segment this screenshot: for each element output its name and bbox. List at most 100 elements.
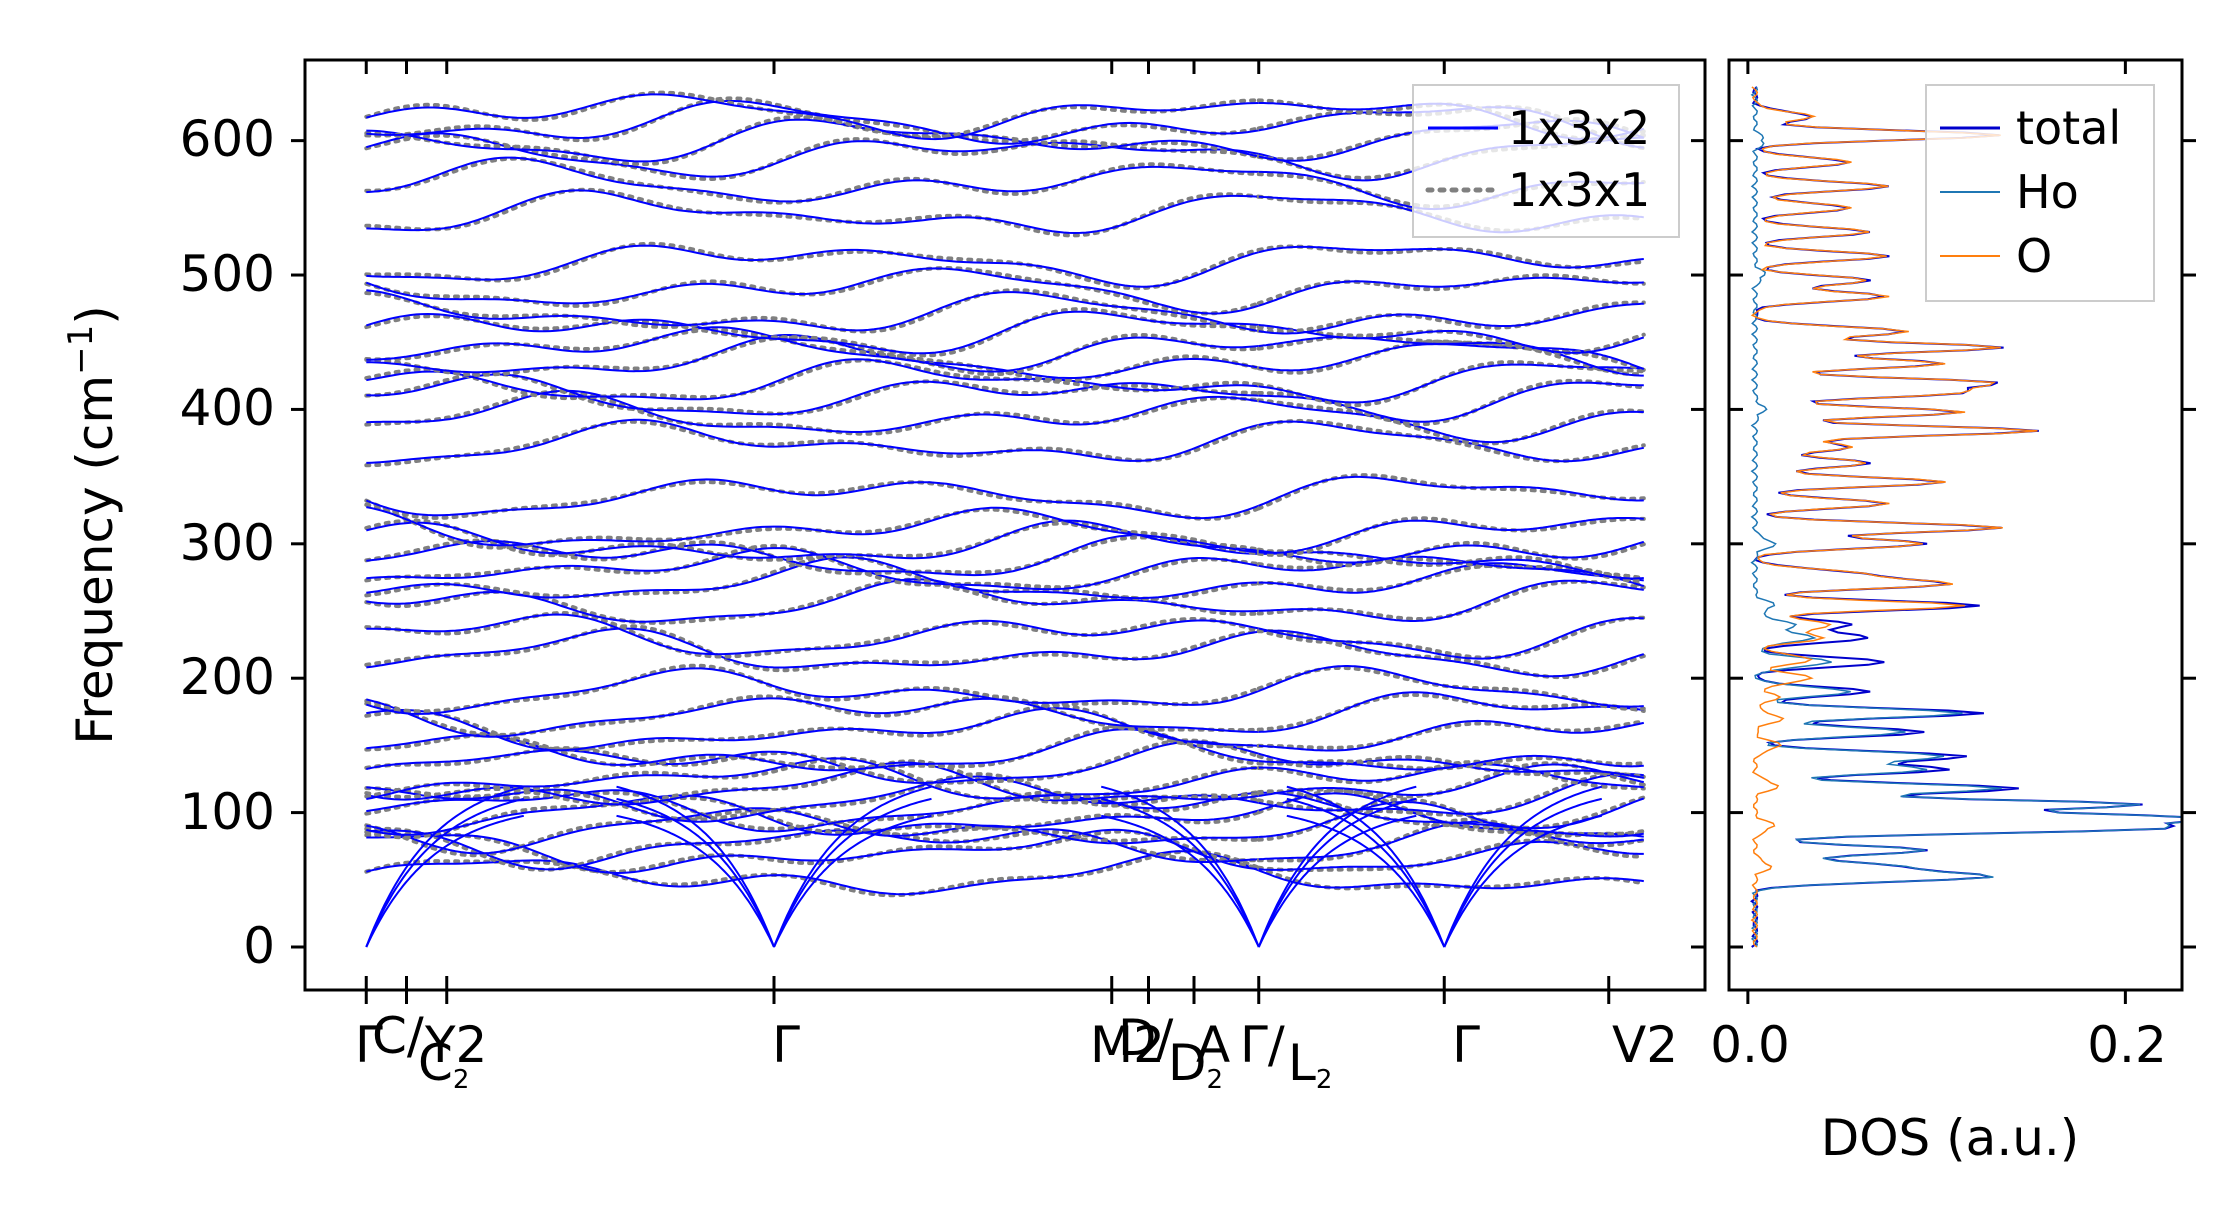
band-line-1x3x2 <box>1258 617 1644 660</box>
band-line-1x3x2 <box>366 534 1259 577</box>
band-line-1x3x1 <box>1256 579 1646 621</box>
band-structure-panel: 0 100 200 300 400 500 600 Frequency (cm−… <box>61 58 1707 1095</box>
acoustic-branch <box>365 785 525 948</box>
band-line-1x3x2 <box>366 189 1259 235</box>
band-line-1x3x2 <box>1258 555 1645 587</box>
band-line-1x3x2 <box>1258 381 1644 423</box>
acoustic-branch <box>1257 785 1417 948</box>
y-tick-label: 100 <box>180 783 275 841</box>
band-line-1x3x2 <box>366 100 1259 145</box>
band-line-1x3x2 <box>1258 562 1644 594</box>
x-tick-label-d2: D2 <box>1168 1034 1223 1095</box>
x-tick-label-c: C/ <box>372 1007 424 1065</box>
dos-legend: total Ho O <box>1925 84 2155 302</box>
legend-label-total: total <box>2016 101 2121 155</box>
dos-plot-frame <box>1727 58 2184 992</box>
band-line-1x3x2 <box>366 506 1259 554</box>
band-line-1x3x1 <box>364 535 1261 576</box>
band-line-1x3x1 <box>1256 339 1646 375</box>
band-line-1x3x1 <box>364 96 1261 144</box>
band-line-1x3x1 <box>364 115 1261 167</box>
y-tick-labels: 0 100 200 300 400 500 600 <box>180 110 275 975</box>
band-line-1x3x2 <box>1258 579 1644 622</box>
band-line-1x3x2 <box>1258 420 1644 463</box>
band-line-1x3x2 <box>366 358 1259 401</box>
band-line-1x3x2 <box>366 519 1259 560</box>
band-line-1x3x2 <box>366 757 1259 800</box>
band-line-1x3x2 <box>1258 719 1644 752</box>
band-line-1x3x2 <box>1258 517 1644 554</box>
band-line-1x3x2 <box>366 707 1259 752</box>
acoustic-branch <box>1443 785 1603 948</box>
acoustic-branch <box>773 814 932 948</box>
band-line-1x3x1 <box>364 241 1261 291</box>
dos-line-ho <box>1750 86 2182 948</box>
band-line-1x3x2 <box>1258 754 1644 771</box>
acoustic-branch <box>1100 797 1260 948</box>
band-line-1x3x1 <box>1256 754 1646 779</box>
acoustic-branch <box>1286 797 1446 948</box>
x-tick-label-l2: L2 <box>1288 1034 1332 1095</box>
band-line-1x3x2 <box>1258 324 1645 354</box>
band-line-1x3x2 <box>366 627 1259 669</box>
band-line-1x3x1 <box>364 829 1261 875</box>
band-plot-frame <box>303 58 1707 992</box>
y-tick-label: 500 <box>180 245 275 303</box>
acoustic-branch <box>365 814 525 948</box>
band-line-1x3x1 <box>1256 817 1646 863</box>
acoustic-branch <box>773 785 932 948</box>
acoustic-branch <box>1286 785 1446 948</box>
x-tick-label-gamma: Γ <box>1452 1016 1480 1074</box>
band-line-1x3x2 <box>365 478 1260 520</box>
legend-label-1x3x2: 1x3x2 <box>1508 101 1650 155</box>
band-line-1x3x1 <box>1256 615 1646 660</box>
band-line-1x3x1 <box>1256 418 1646 464</box>
band-line-1x3x1 <box>364 90 1261 140</box>
band-line-1x3x1 <box>364 358 1261 401</box>
band-line-1x3x1 <box>364 663 1261 714</box>
band-line-1x3x2 <box>366 807 1259 855</box>
band-line-1x3x2 <box>366 850 1260 896</box>
band-line-1x3x2 <box>366 373 1259 416</box>
acoustic-branch <box>1257 797 1417 948</box>
dos-lines <box>1749 86 2182 948</box>
acoustic-branch <box>1443 814 1603 948</box>
band-line-1x3x1 <box>364 725 1261 770</box>
dos-panel: 0.0 0.2 DOS (a.u.) total Ho O <box>1710 58 2196 1167</box>
band-line-1x3x2 <box>366 828 1259 875</box>
y-tick-label: 0 <box>243 917 275 975</box>
y-axis-title: Frequency (cm−1) <box>61 305 124 745</box>
band-line-1x3x1 <box>1256 172 1646 209</box>
band-line-1x3x2 <box>1258 475 1644 507</box>
acoustic-branch <box>1443 797 1603 948</box>
band-line-1x3x1 <box>364 610 1261 659</box>
band-line-1x3x2 <box>366 118 1260 163</box>
band-line-1x3x1 <box>1256 473 1646 511</box>
x-tick-label-d: D/ <box>1118 1009 1174 1067</box>
acoustic-branch <box>616 814 775 948</box>
band-line-1x3x1 <box>364 187 1261 238</box>
band-line-1x3x2 <box>366 156 1259 203</box>
x-tick-label-gamma: Γ <box>772 1016 800 1074</box>
dos-axis-ticks <box>1729 60 2196 1004</box>
band-line-1x3x2 <box>1258 691 1644 733</box>
band-line-1x3x2 <box>1258 363 1644 404</box>
x-tick-label-gamma: Γ <box>355 1016 383 1074</box>
acoustic-branch <box>773 797 932 948</box>
legend-label-o: O <box>2016 229 2052 283</box>
band-line-1x3x1 <box>364 480 1261 521</box>
x-tick-label-a: A <box>1196 1016 1230 1074</box>
legend-label-ho: Ho <box>2016 165 2079 219</box>
band-line-1x3x2 <box>366 547 1259 591</box>
x-tick-label-y2: Y2 <box>424 1016 487 1074</box>
band-axis-ticks <box>291 60 1705 1004</box>
band-line-1x3x2 <box>1258 629 1645 678</box>
band-line-1x3x1 <box>364 307 1261 358</box>
band-line-1x3x2 <box>1258 302 1644 335</box>
band-line-1x3x1 <box>1256 300 1646 334</box>
x-tick-label-c2: C2 <box>418 1034 469 1095</box>
band-legend: 1x3x2 1x3x1 <box>1412 84 1680 238</box>
band-line-1x3x2 <box>366 326 1259 373</box>
band-line-1x3x1 <box>364 288 1261 334</box>
y-tick-label: 600 <box>180 110 275 168</box>
